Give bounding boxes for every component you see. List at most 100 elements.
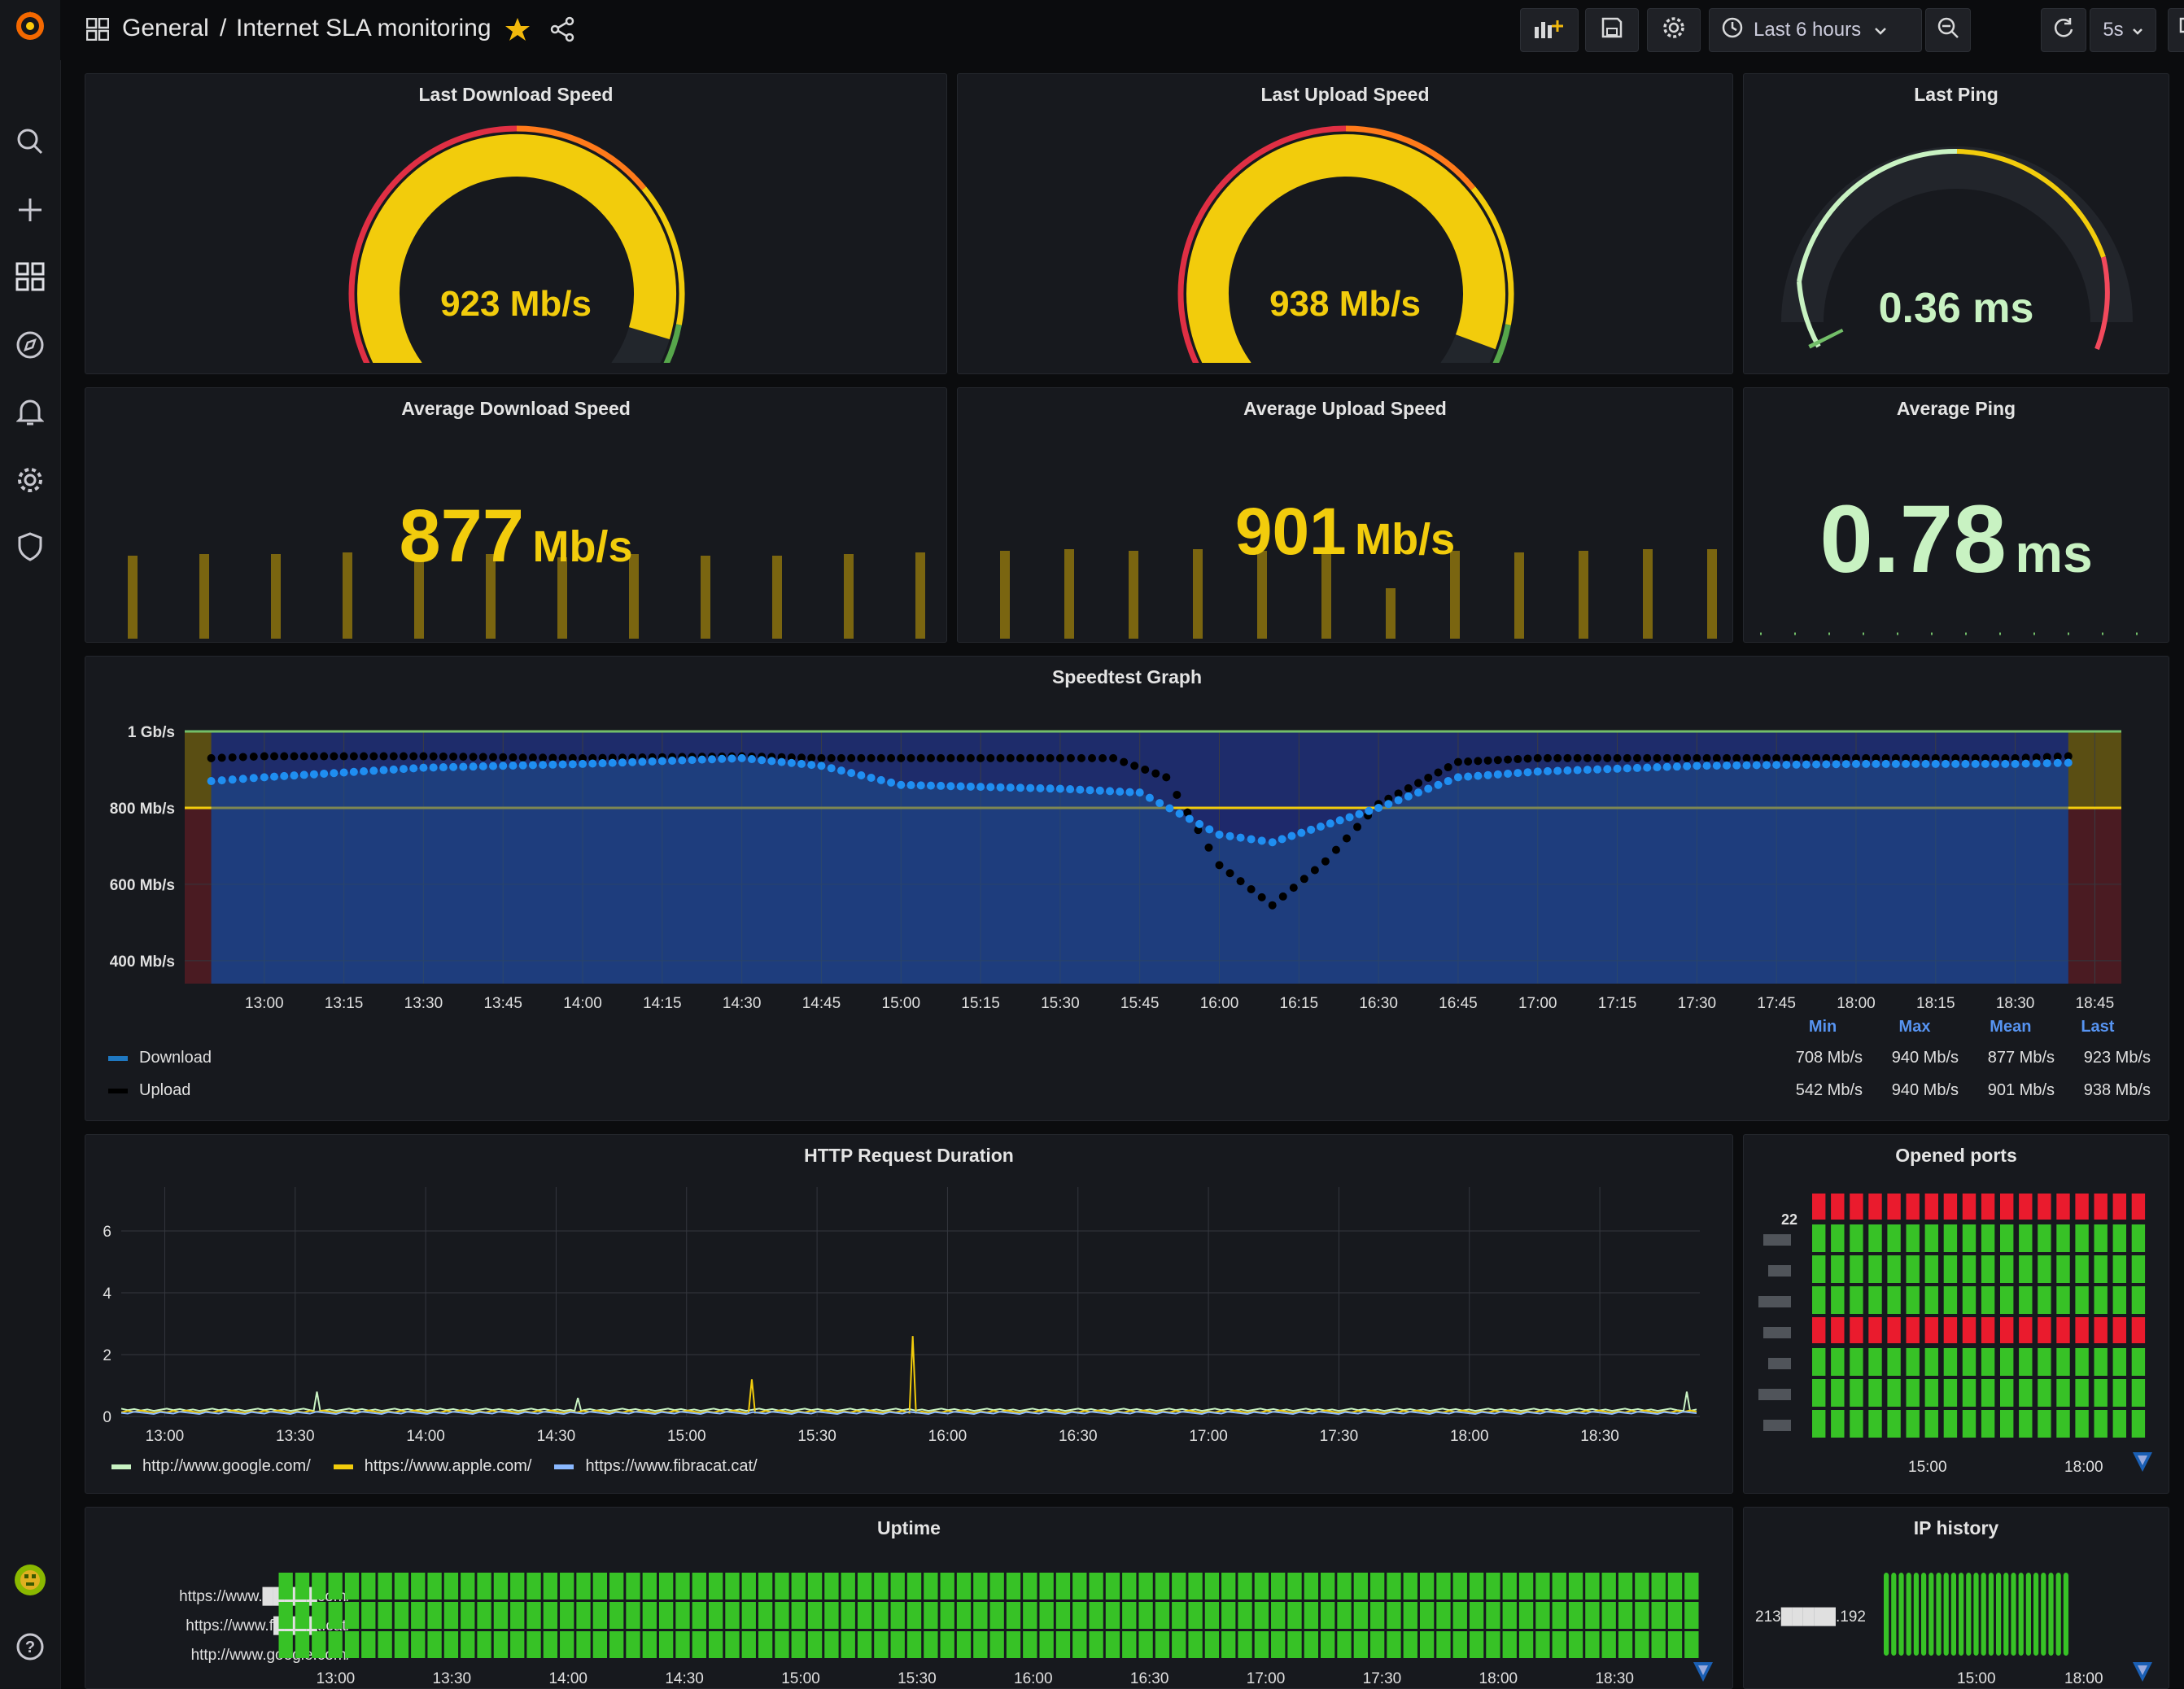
download-point bbox=[1236, 833, 1245, 842]
refresh-button[interactable] bbox=[2041, 8, 2086, 52]
ip-history-grid[interactable] bbox=[1744, 1508, 2169, 1689]
uptime-cell bbox=[344, 1602, 360, 1629]
panel-average-upload[interactable]: Average Upload Speed 901 Mb/s bbox=[957, 387, 1733, 643]
download-point bbox=[2064, 758, 2073, 767]
upload-point bbox=[887, 753, 896, 762]
sparkline-bar bbox=[1193, 549, 1203, 639]
star-icon[interactable] bbox=[505, 16, 531, 46]
legend-series-name[interactable]: http://www.google.com/ bbox=[142, 1457, 311, 1475]
share-icon[interactable] bbox=[550, 16, 574, 46]
legend-header-min[interactable]: Min bbox=[1808, 1018, 1837, 1036]
panel-average-ping[interactable]: Average Ping 0.78 ms bbox=[1743, 387, 2169, 643]
port-status-cell bbox=[1981, 1317, 1995, 1343]
panel-average-download[interactable]: Average Download Speed 877 Mb/s bbox=[85, 387, 947, 643]
stat-number: 877 bbox=[399, 495, 525, 578]
uptime-cell bbox=[1618, 1602, 1633, 1629]
legend-series-name[interactable]: https://www.apple.com/ bbox=[364, 1457, 532, 1475]
panel-opened-ports[interactable]: Opened ports 22 15:00 18:00 bbox=[1743, 1134, 2169, 1494]
download-point bbox=[2032, 759, 2041, 768]
alerting-icon[interactable] bbox=[11, 392, 50, 431]
legend-header-max[interactable]: Max bbox=[1898, 1018, 1931, 1036]
breadcrumb-folder[interactable]: General bbox=[122, 15, 209, 41]
save-dashboard-button[interactable] bbox=[1585, 8, 1639, 52]
upload-point bbox=[1841, 753, 1850, 762]
page-title[interactable]: Internet SLA monitoring bbox=[236, 15, 491, 41]
upload-point bbox=[429, 752, 438, 761]
uptime-cell bbox=[1172, 1573, 1186, 1600]
grafana-logo-icon[interactable] bbox=[11, 7, 50, 46]
download-point bbox=[1414, 788, 1423, 797]
panel-last-ping[interactable]: Last Ping 0.36 ms bbox=[1743, 73, 2169, 374]
uptime-cell bbox=[989, 1602, 1004, 1629]
speedtest-chart[interactable]: 1 Gb/s 800 Mb/s 600 Mb/s 400 Mb/s 13:00 13:15… bbox=[85, 657, 2169, 1015]
uptime-status-grid[interactable]: 13:00 13:30 14:00 14:30 15:00 15:30 16:00 16:30… bbox=[85, 1508, 1733, 1689]
search-icon[interactable] bbox=[11, 122, 50, 161]
legend-series-name[interactable]: https://www.fibracat.cat/ bbox=[585, 1457, 758, 1475]
x-tick-label: 13:00 bbox=[245, 995, 284, 1012]
upload-point bbox=[238, 753, 247, 762]
uptime-cell bbox=[1684, 1602, 1699, 1629]
download-point bbox=[1165, 804, 1174, 813]
plus-icon[interactable] bbox=[11, 190, 50, 229]
legend-item-upload[interactable]: Upload 542 Mb/s 940 Mb/s 901 Mb/s 938 Mb… bbox=[108, 1081, 2151, 1100]
legend-item-download[interactable]: Download 708 Mb/s 940 Mb/s 877 Mb/s 923 … bbox=[108, 1049, 2151, 1067]
uptime-cell bbox=[295, 1631, 310, 1658]
zoom-out-button[interactable] bbox=[1925, 8, 1971, 52]
port-status-cell bbox=[1887, 1194, 1901, 1220]
uptime-cell bbox=[1271, 1631, 1286, 1658]
download-point bbox=[320, 769, 329, 778]
port-status-cell bbox=[2131, 1317, 2146, 1343]
port-status-cell bbox=[1924, 1410, 1938, 1438]
tv-mode-button[interactable] bbox=[2168, 8, 2184, 52]
panel-ip-history[interactable]: IP history 213█████.192 15:00 18:00 bbox=[1743, 1507, 2169, 1689]
upload-point bbox=[1991, 753, 2000, 762]
dashboard-settings-button[interactable] bbox=[1647, 8, 1701, 52]
panel-last-upload[interactable]: Last Upload Speed 938 Mb/s bbox=[957, 73, 1733, 374]
download-point bbox=[797, 759, 806, 768]
gauge-ping bbox=[1781, 146, 2133, 351]
panel-http-request-duration[interactable]: HTTP Request Duration 0 2 4 6 13:00 13:30 14:0… bbox=[85, 1134, 1733, 1494]
legend-header-last[interactable]: Last bbox=[2081, 1018, 2115, 1036]
uptime-cell bbox=[940, 1573, 954, 1600]
time-range-picker[interactable]: Last 6 hours bbox=[1709, 8, 1922, 52]
sparkline-bar bbox=[1386, 588, 1396, 639]
legend-header-mean[interactable]: Mean bbox=[1990, 1018, 2032, 1036]
uptime-cell bbox=[1254, 1631, 1269, 1658]
dashboards-icon[interactable] bbox=[11, 257, 50, 296]
add-panel-button[interactable] bbox=[1520, 8, 1579, 52]
uptime-cell bbox=[278, 1573, 293, 1600]
uptime-cell bbox=[708, 1631, 723, 1658]
uptime-cell bbox=[1138, 1631, 1153, 1658]
port-status-cell bbox=[2000, 1286, 2014, 1314]
upload-point bbox=[1603, 753, 1612, 762]
download-point bbox=[280, 771, 289, 780]
shield-icon[interactable] bbox=[11, 527, 50, 566]
refresh-interval-picker[interactable]: 5s bbox=[2090, 8, 2156, 52]
x-tick-label: 18:30 bbox=[1595, 1670, 1634, 1687]
port-label: 22 bbox=[1781, 1211, 1798, 1228]
download-point bbox=[1394, 796, 1403, 805]
upload-point bbox=[290, 752, 299, 761]
legend-stats-header: Min Max Mean Last bbox=[1780, 1018, 2138, 1037]
help-icon[interactable]: ? bbox=[11, 1627, 50, 1666]
panel-speedtest-graph[interactable]: Speedtest Graph 1 Gb/s 800 Mb/s 600 Mb/s 40… bbox=[85, 656, 2169, 1121]
configuration-icon[interactable] bbox=[11, 460, 50, 500]
upload-point bbox=[1310, 866, 1319, 875]
svg-text:?: ? bbox=[25, 1639, 35, 1656]
panel-last-download[interactable]: Last Download Speed 923 Mb/s bbox=[85, 73, 947, 374]
ports-status-grid[interactable] bbox=[1744, 1135, 2169, 1494]
download-point bbox=[1444, 777, 1452, 786]
user-avatar-icon[interactable] bbox=[11, 1560, 50, 1600]
uptime-cell bbox=[1667, 1573, 1683, 1600]
download-point bbox=[409, 764, 418, 773]
port-status-cell bbox=[2131, 1348, 2146, 1376]
port-status-cell bbox=[2056, 1255, 2070, 1283]
http-duration-chart[interactable]: 0 2 4 6 13:00 13:30 14:00 14:30 15:00 15:30 16:00 1… bbox=[85, 1135, 1733, 1452]
download-area-fill bbox=[211, 757, 2068, 984]
panel-uptime[interactable]: Uptime https://www.█████com/ https://www… bbox=[85, 1507, 1733, 1689]
uptime-cell bbox=[758, 1573, 773, 1600]
explore-icon[interactable] bbox=[11, 325, 50, 364]
uptime-cell bbox=[906, 1573, 922, 1600]
upload-point bbox=[1088, 753, 1097, 762]
uptime-cell bbox=[874, 1573, 889, 1600]
